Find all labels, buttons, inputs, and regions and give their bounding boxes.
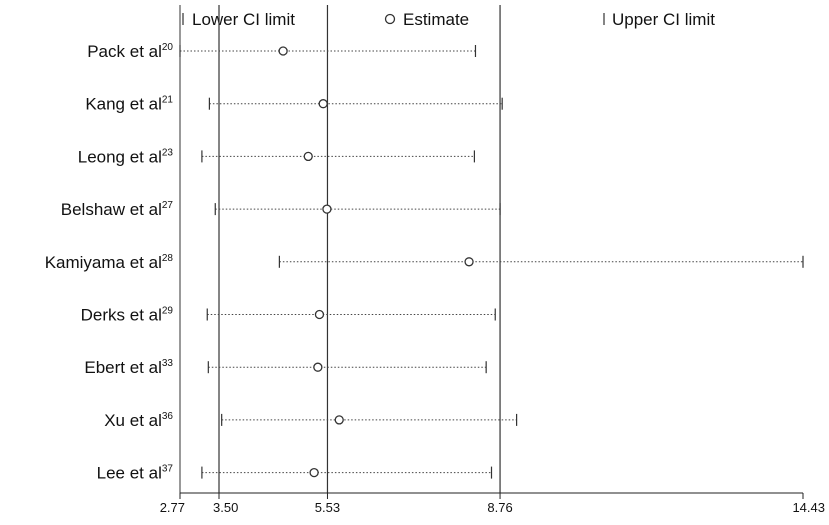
x-tick-label: 3.50 [213,500,238,515]
study-label: Derks et al29 [81,306,174,325]
study-row: Lee et al37 [97,464,493,483]
estimate-marker [322,204,332,214]
study-row: Pack et al20 [87,42,477,61]
study-row: Kamiyama et al28 [45,253,804,272]
study-row: Kang et al21 [85,95,503,114]
study-row: Ebert et al33 [84,358,487,377]
x-tick-label: 8.76 [487,500,512,515]
study-label: Kang et al21 [85,95,173,114]
legend-upper-label: Upper CI limit [612,10,715,29]
study-label: Kamiyama et al28 [45,253,174,272]
reference-lines [179,5,501,493]
study-label: Xu et al36 [104,411,173,430]
study-label: Ebert et al33 [84,358,173,377]
study-label: Belshaw et al27 [61,200,174,219]
study-row: Belshaw et al27 [61,200,501,219]
estimate-marker [334,415,344,425]
study-row: Leong et al23 [78,147,476,166]
study-label: Pack et al20 [87,42,173,61]
x-tick-label: 5.53 [315,500,340,515]
x-tick-label: 14.43 [792,500,825,515]
estimate-marker [314,309,325,320]
study-row: Derks et al29 [81,306,496,325]
study-rows: Pack et al20 Kang et al21 Leong et al23 Bel… [45,42,804,483]
estimate-marker [309,467,319,478]
legend: Lower CI limit Estimate Upper CI limit [182,10,715,29]
legend-estimate-label: Estimate [403,10,469,29]
x-tick-label: 2.77 [160,500,185,515]
x-axis: 2.77 3.50 5.53 8.76 14.43 [160,492,825,515]
estimate-marker [464,257,474,267]
estimate-marker [313,362,323,372]
study-row: Xu et al36 [104,411,518,430]
legend-estimate-marker [384,13,396,25]
estimate-marker [303,151,313,162]
study-label: Lee et al37 [97,464,174,483]
estimate-marker [318,99,328,109]
study-label: Leong et al23 [78,147,174,166]
legend-lower-label: Lower CI limit [192,10,295,29]
estimate-marker [278,46,288,56]
